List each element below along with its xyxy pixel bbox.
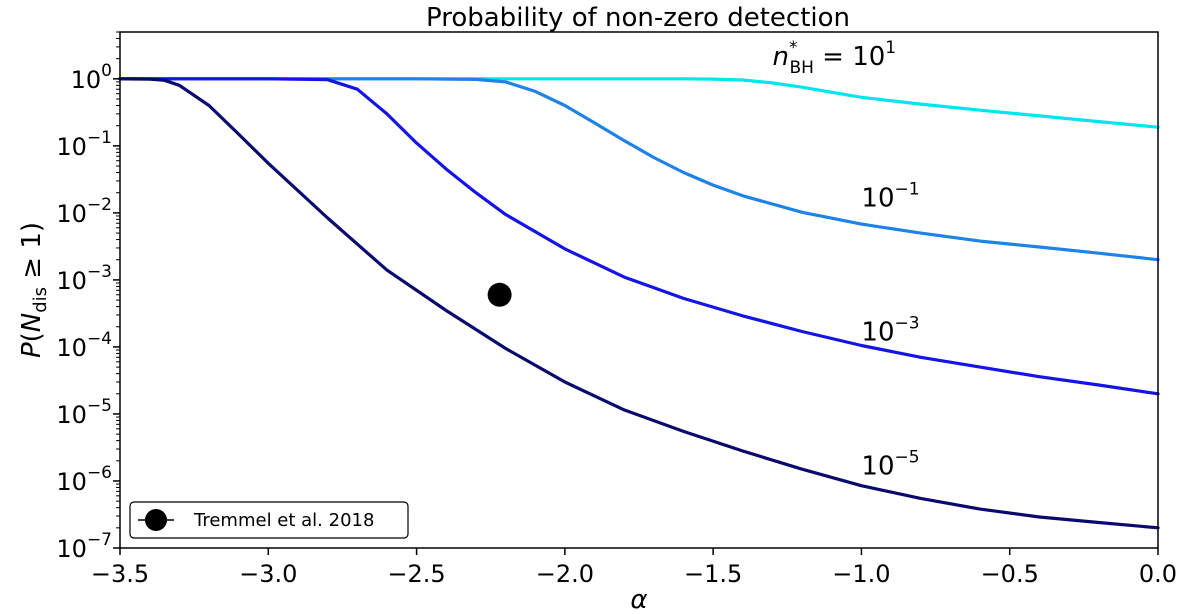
y-tick-label: 10−7: [56, 530, 112, 563]
x-tick-label: −3.0: [239, 560, 297, 588]
series-annotation-2: 10−3: [861, 313, 919, 347]
y-tick-label: 100: [71, 61, 112, 94]
series-layer: [118, 77, 1160, 530]
y-tick-label: 10−3: [56, 262, 112, 295]
annotation-layer: n* BH = 101 10−1 10−3 10−5: [772, 38, 919, 481]
x-tick-label: −0.5: [981, 560, 1039, 588]
series-line-3: [118, 77, 1160, 530]
series-line-1: [118, 77, 1160, 262]
x-tick-label: −1.0: [832, 560, 890, 588]
data-point-0: [487, 282, 512, 307]
legend: Tremmel et al. 2018: [129, 501, 409, 539]
y-tick-label: 10−1: [56, 128, 112, 161]
legend-box: [129, 501, 409, 539]
y-axis-title: P(Ndis ≥ 1): [17, 222, 51, 358]
point-layer: [487, 282, 512, 307]
x-tick-label: −3.5: [91, 560, 149, 588]
series-annotation-3: 10−5: [861, 447, 919, 481]
chart-title: Probability of non-zero detection: [426, 3, 850, 33]
y-axis: 100 10−1 10−2 10−3 10−4 10−5 10−6 10−7: [56, 31, 120, 563]
y-tick-label: 10−6: [56, 463, 112, 496]
y-tick-label: 10−2: [56, 195, 112, 228]
y-tick-label: 10−5: [56, 396, 112, 429]
x-axis: −3.5 −3.0 −2.5 −2.0 −1.5 −1.0 −0.5 0.0: [91, 548, 1177, 588]
series-annotation-0: n* BH = 101: [772, 38, 896, 78]
series-line-0: [118, 77, 1160, 129]
x-tick-label: −2.0: [536, 560, 594, 588]
x-tick-label: 0.0: [1139, 560, 1177, 588]
legend-marker: [145, 509, 167, 531]
x-axis-title: α: [630, 585, 647, 614]
y-tick-label: 10−4: [56, 329, 112, 362]
series-annotation-1: 10−1: [861, 179, 919, 213]
plot-frame: [119, 31, 1159, 549]
x-tick-label: −1.5: [684, 560, 742, 588]
x-tick-label: −2.5: [387, 560, 445, 588]
series-line-2: [118, 77, 1160, 396]
legend-label: Tremmel et al. 2018: [193, 510, 374, 531]
